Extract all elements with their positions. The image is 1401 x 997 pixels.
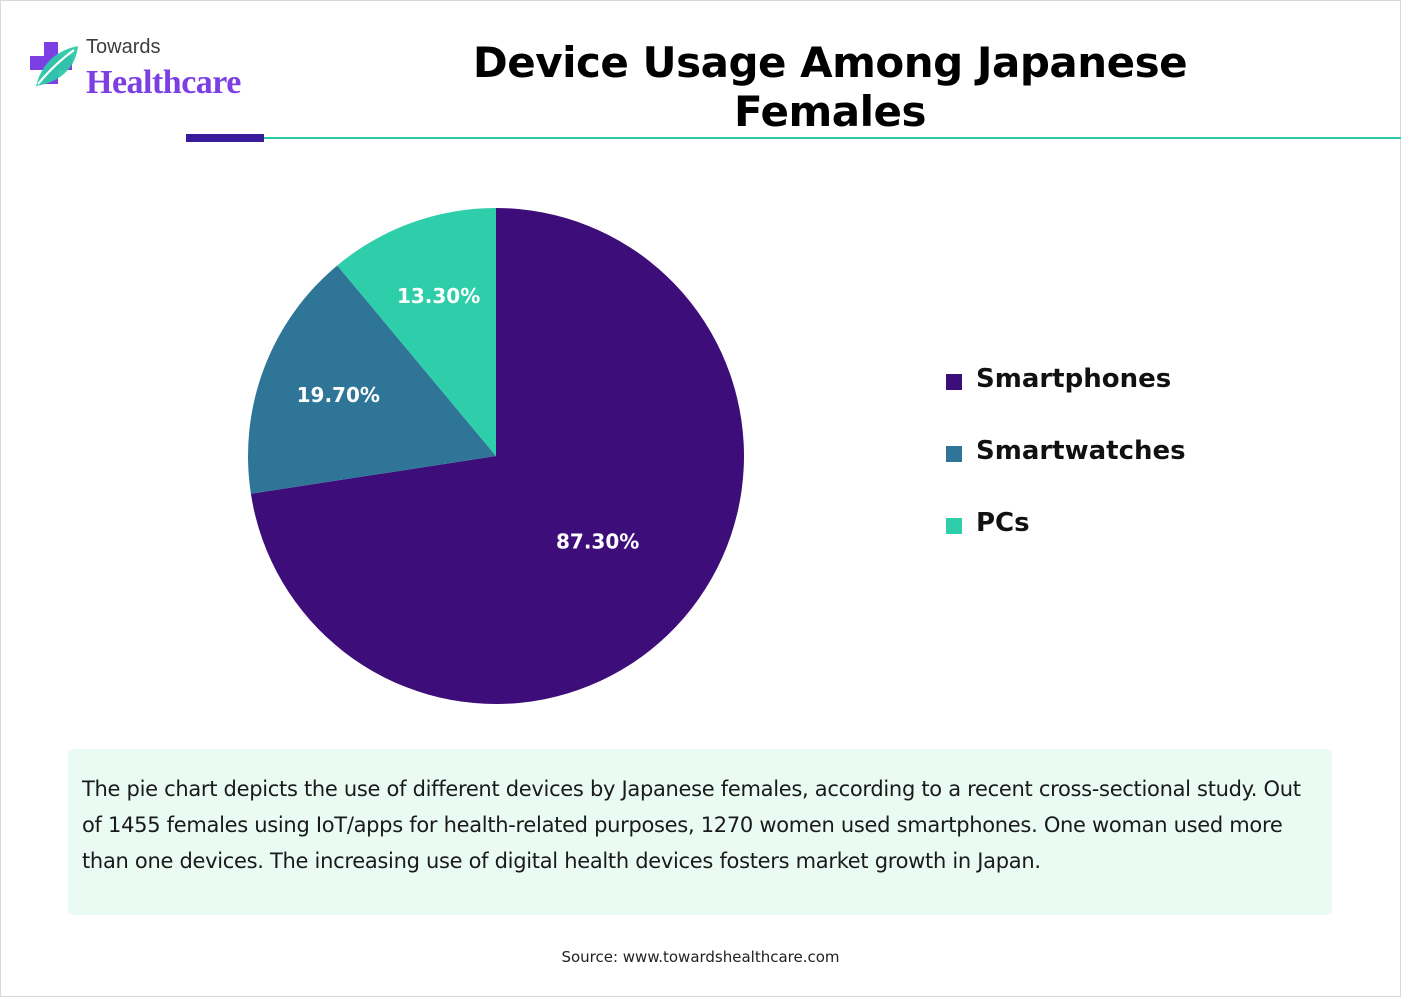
brand-line1: Towards [86,36,161,58]
source-footer: Source: www.towardshealthcare.com [561,948,840,966]
medical-cross-leaf-icon [30,42,78,86]
page-title: Device Usage Among Japanese Females [472,38,1188,136]
pie-data-label: 13.30% [397,284,480,308]
title-underline-line [264,137,1401,139]
pie-data-label: 19.70% [297,383,380,407]
description-text: The pie chart depicts the use of differe… [82,777,1301,873]
legend-swatch [946,446,962,462]
brand-line2: Healthcare [86,64,241,101]
legend-label: Smartphones [976,364,1172,394]
pie-slice-smartphones[interactable] [250,208,744,704]
title-underline-accent [186,134,264,142]
legend-label: PCs [976,508,1030,538]
legend-swatch [946,374,962,390]
pie-data-label: 87.30% [556,530,639,554]
legend-swatch [946,518,962,534]
legend-label: Smartwatches [976,436,1186,466]
brand-logo[interactable]: Towards Healthcare [28,36,268,106]
pie-slice-pcs[interactable] [337,208,496,456]
pie-slice-smartwatches[interactable] [248,265,496,494]
description-box: The pie chart depicts the use of differe… [68,749,1332,915]
